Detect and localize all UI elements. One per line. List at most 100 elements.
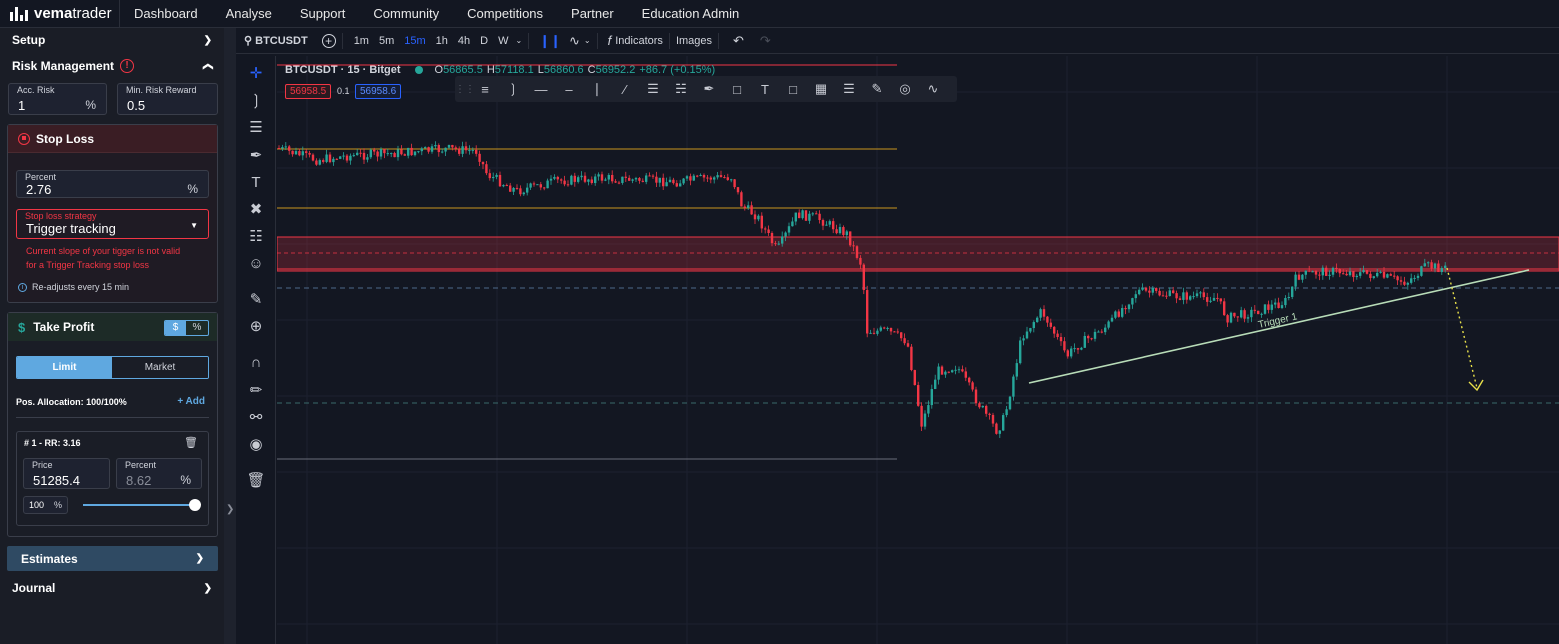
symbol-search[interactable]: ⚲ BTCUSDT <box>236 34 308 47</box>
nav-support[interactable]: Support <box>299 6 346 21</box>
horizontal-ray-icon[interactable]: — <box>534 81 548 97</box>
timeframe-15m[interactable]: 15m <box>404 34 426 47</box>
limit-button[interactable]: Limit <box>17 357 112 378</box>
sell-price-box[interactable]: 56958.5 <box>285 84 332 99</box>
timeframe-4h[interactable]: 4h <box>457 34 471 47</box>
candle-body <box>1359 272 1362 276</box>
tp-currency-toggle[interactable]: $ <box>165 321 187 335</box>
redo-icon[interactable]: ↷ <box>759 32 771 48</box>
ruler-icon[interactable]: ✎ <box>249 291 263 308</box>
target-percent-field[interactable]: Percent 8.62 % <box>116 458 202 489</box>
lock-draw-icon[interactable]: ✏ <box>249 382 263 399</box>
brush-icon[interactable]: ✒ <box>249 147 263 164</box>
candle-body <box>509 185 512 192</box>
text-icon[interactable]: T <box>761 81 769 97</box>
candle-body <box>1042 309 1046 317</box>
trend-line-icon[interactable]: ❳ <box>507 81 519 96</box>
prediction-icon[interactable]: ☷ <box>249 228 263 245</box>
candle-body <box>1076 348 1080 350</box>
text-icon[interactable]: T <box>251 174 261 191</box>
trend-line-icon[interactable]: ❳ <box>249 92 263 109</box>
indicators-icon[interactable]: f <box>607 33 612 48</box>
images-button[interactable]: Images <box>675 34 713 47</box>
stop-loss-percent-field[interactable]: Percent 2.76 % <box>16 170 209 198</box>
crosshair-icon[interactable]: ✛ <box>249 65 263 82</box>
ray-lines-icon[interactable]: ≡ <box>481 81 489 97</box>
trash-icon[interactable]: 🗑 <box>184 437 198 449</box>
candle-body <box>390 153 393 155</box>
nav-analyse[interactable]: Analyse <box>225 6 272 21</box>
nav-dashboard[interactable]: Dashboard <box>134 6 198 21</box>
parallel-channel-icon[interactable]: ∕ <box>623 81 627 97</box>
setup-section-header[interactable]: Setup ❯ <box>0 28 224 52</box>
candle-body <box>648 175 651 177</box>
chart-legend: BTCUSDT · 15 · Bitget O56865.5 H57118.1 … <box>285 64 715 76</box>
zoom-icon[interactable]: ⊕ <box>249 318 263 335</box>
acc-risk-field[interactable]: Acc. Risk 1 % <box>8 83 107 115</box>
horizontal-line-icon[interactable]: – <box>565 81 573 97</box>
allocation-input[interactable]: 100 % <box>23 496 68 514</box>
vertical-line-icon[interactable]: ❘ <box>591 81 603 96</box>
candle-body <box>981 405 984 408</box>
price-chart[interactable]: Trigger 1 <box>277 56 1559 644</box>
brush-icon[interactable]: ✒ <box>703 81 715 96</box>
trash-icon[interactable]: 🗑 <box>246 472 266 489</box>
stop-loss-strategy-select[interactable]: Stop loss strategy Trigger tracking ▼ <box>16 209 209 239</box>
risk-management-header[interactable]: Risk Management! ❯ <box>0 54 224 78</box>
buy-price-box[interactable]: 56958.6 <box>355 84 402 99</box>
search-icon: ⚲ <box>244 35 253 47</box>
candle-body <box>1410 278 1413 283</box>
chevron-down-icon[interactable]: ⌄ <box>583 36 591 45</box>
trigger-label: Trigger 1 <box>1257 311 1299 331</box>
legend-title: BTCUSDT · 15 · Bitget <box>285 64 401 76</box>
candles-icon[interactable]: ❙❙ <box>539 32 561 48</box>
candle-body <box>1022 338 1025 341</box>
grid-icon[interactable]: ▦ <box>814 81 828 96</box>
fib-extension-icon[interactable]: ☵ <box>675 81 687 96</box>
add-symbol-icon[interactable]: + <box>321 33 336 48</box>
nav-community[interactable]: Community <box>373 6 440 21</box>
candle-body <box>1236 316 1239 318</box>
tp-percent-toggle[interactable]: % <box>192 322 202 333</box>
sidebar-collapse-strip[interactable]: ❯ <box>224 28 236 644</box>
line-chart-icon[interactable]: ∿ <box>569 32 580 48</box>
pattern-icon[interactable]: ✖ <box>249 201 263 218</box>
emoji-icon[interactable]: ☺ <box>248 255 264 272</box>
timeframe-5m[interactable]: 5m <box>378 34 395 47</box>
candle-body <box>560 179 563 181</box>
nav-education-admin[interactable]: Education Admin <box>641 6 740 21</box>
magnet-icon[interactable]: ∩ <box>250 354 262 371</box>
min-risk-reward-field[interactable]: Min. Risk Reward 0.5 <box>117 83 218 115</box>
timeframe-w[interactable]: W <box>498 34 509 47</box>
highlighter-icon[interactable]: ✎ <box>871 81 883 96</box>
target-price-field[interactable]: Price 51285.4 <box>23 458 110 489</box>
nav-competitions[interactable]: Competitions <box>467 6 544 21</box>
allocation-slider[interactable] <box>83 499 201 511</box>
nav-partner[interactable]: Partner <box>571 6 614 21</box>
levels-icon[interactable]: ☰ <box>843 81 855 96</box>
undo-icon[interactable]: ↶ <box>733 32 744 48</box>
chevron-down-icon[interactable]: ⌄ <box>515 36 523 45</box>
horizontal-lines-icon[interactable]: ☰ <box>249 119 263 136</box>
add-target-button[interactable]: + Add <box>177 396 205 407</box>
drag-handle-icon[interactable]: ⋮⋮ <box>455 83 475 95</box>
journal-section-header[interactable]: Journal ❯ <box>0 576 224 600</box>
allocation-slider-thumb[interactable] <box>189 499 201 511</box>
target-icon[interactable]: ◎ <box>899 81 911 96</box>
rectangle-icon[interactable]: □ <box>733 81 741 97</box>
lock-icon[interactable]: ⚯ <box>249 409 263 426</box>
callout-icon[interactable]: □ <box>789 81 797 97</box>
timeframe-d[interactable]: D <box>480 34 489 47</box>
estimates-section-header[interactable]: Estimates ❯ <box>7 546 218 571</box>
timeframe-1h[interactable]: 1h <box>435 34 448 47</box>
eye-icon[interactable]: ◉ <box>249 436 263 453</box>
indicators-button[interactable]: Indicators <box>615 34 663 47</box>
logo[interactable]: vematrader <box>0 0 120 28</box>
market-button[interactable]: Market <box>112 357 208 378</box>
candle-body <box>791 221 794 227</box>
candle-body <box>794 212 797 222</box>
path-icon[interactable]: ∿ <box>927 81 939 96</box>
chart-area[interactable]: Trigger 1 BTCUSDT · 15 · Bitget O56865.5… <box>277 56 1559 644</box>
fib-retracement-icon[interactable]: ☰ <box>647 81 659 96</box>
timeframe-1m[interactable]: 1m <box>353 34 369 47</box>
